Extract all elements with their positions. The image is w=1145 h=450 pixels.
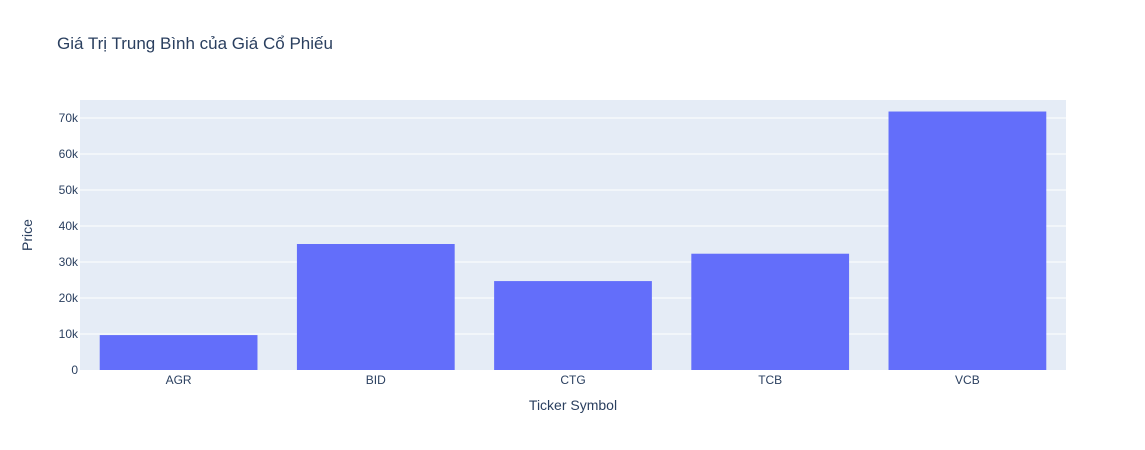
y-axis-ticks: 0 10k 20k 30k 40k 50k 60k 70k — [59, 111, 79, 377]
y-axis-title: Price — [19, 219, 35, 251]
bar-vcb[interactable] — [888, 111, 1047, 371]
y-tick-label: 10k — [59, 327, 79, 341]
x-tick-label: CTG — [560, 373, 585, 387]
y-tick-label: 50k — [59, 183, 79, 197]
y-tick-label: 20k — [59, 291, 79, 305]
x-tick-label: TCB — [758, 373, 782, 387]
y-tick-label: 40k — [59, 219, 79, 233]
y-tick-label: 60k — [59, 147, 79, 161]
bar-ctg[interactable] — [494, 281, 652, 370]
bars — [99, 111, 1047, 371]
y-tick-label: 30k — [59, 255, 79, 269]
bar-agr[interactable] — [99, 335, 258, 370]
x-axis-title: Ticker Symbol — [529, 397, 617, 413]
x-tick-label: AGR — [166, 373, 192, 387]
bar-bid[interactable] — [296, 244, 455, 370]
bar-tcb[interactable] — [691, 253, 850, 370]
y-tick-label: 70k — [59, 111, 79, 125]
chart-title: Giá Trị Trung Bình của Giá Cổ Phiếu — [57, 34, 333, 53]
y-tick-label: 0 — [71, 363, 78, 377]
x-tick-label: BID — [366, 373, 386, 387]
x-axis-ticks: AGR BID CTG TCB VCB — [166, 373, 980, 387]
x-tick-label: VCB — [955, 373, 980, 387]
